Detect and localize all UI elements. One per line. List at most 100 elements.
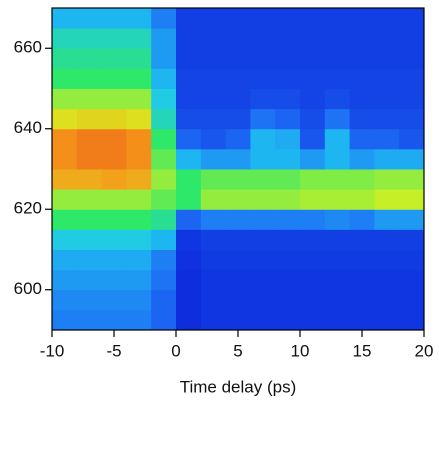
heatmap-cell	[101, 128, 127, 150]
heatmap-cell	[126, 8, 152, 29]
heatmap-cell	[250, 269, 276, 291]
heatmap-cell	[399, 189, 425, 210]
heatmap-cell	[126, 169, 152, 190]
heatmap-cell	[176, 309, 202, 331]
heatmap-cell	[349, 269, 375, 291]
heatmap-cell	[324, 249, 351, 271]
heatmap-cell	[176, 148, 202, 170]
heatmap-cell	[225, 229, 251, 250]
heatmap-cell	[250, 28, 276, 49]
heatmap-cell	[52, 68, 78, 89]
heatmap-cell	[101, 28, 127, 49]
heatmap-cell	[101, 108, 127, 130]
heatmap-cell	[200, 269, 227, 291]
heatmap-cell	[176, 289, 202, 311]
heatmap-cell	[101, 249, 127, 271]
heatmap-cell	[126, 289, 152, 311]
heatmap-cell	[151, 68, 177, 89]
heatmap-cell	[349, 229, 375, 250]
heatmap-cell	[374, 148, 400, 170]
heatmap-cell	[275, 229, 301, 250]
heatmap-cell	[374, 8, 400, 29]
heatmap-cell	[126, 108, 152, 130]
heatmap-cell	[76, 309, 103, 331]
heatmap-cell	[324, 28, 351, 49]
heatmap-cell	[324, 8, 351, 29]
heatmap-cell	[52, 249, 78, 271]
heatmap-cell	[126, 249, 152, 271]
heatmap-cell	[76, 88, 103, 110]
heatmap-cell	[101, 309, 127, 331]
heatmap-cell	[349, 28, 375, 49]
heatmap-cell	[225, 108, 251, 130]
heatmap-cell	[200, 48, 227, 69]
heatmap-cell	[324, 229, 351, 250]
heatmap-cell	[200, 128, 227, 150]
x-tick-label: 10	[291, 341, 310, 360]
heatmap-cell	[151, 48, 177, 69]
heatmap-cell	[76, 269, 103, 291]
heatmap-cell	[225, 189, 251, 210]
heatmap-cell	[151, 108, 177, 130]
heatmap-cell	[250, 309, 276, 331]
heatmap-cell	[349, 289, 375, 311]
heatmap-cell	[200, 169, 227, 190]
x-tick-label: 15	[353, 341, 372, 360]
heatmap-cell	[200, 88, 227, 110]
heatmap-cell	[126, 229, 152, 250]
heatmap-cell	[324, 189, 351, 210]
heatmap-cell	[275, 169, 301, 190]
heatmap-cell	[176, 169, 202, 190]
heatmap-cell	[374, 269, 400, 291]
heatmap-cell	[300, 68, 326, 89]
heatmap-cell	[225, 289, 251, 311]
heatmap-cell	[349, 88, 375, 110]
heatmap-cell	[399, 28, 425, 49]
heatmap-cell	[225, 148, 251, 170]
heatmap-cell	[76, 48, 103, 69]
heatmap-cell	[200, 309, 227, 331]
heatmap-cell	[275, 108, 301, 130]
heatmap-cell	[250, 189, 276, 210]
heatmap-cell	[275, 128, 301, 150]
heatmap-cell	[200, 249, 227, 271]
heatmap-cell	[399, 108, 425, 130]
heatmap-cell	[349, 209, 375, 230]
heatmap-cell	[200, 108, 227, 130]
heatmap-cell	[76, 169, 103, 190]
heatmap-cell	[126, 128, 152, 150]
heatmap-cell	[275, 48, 301, 69]
heatmap-cell	[52, 289, 78, 311]
x-tick-label: 5	[233, 341, 242, 360]
heatmap-cell	[76, 249, 103, 271]
heatmap-cell	[126, 48, 152, 69]
heatmap-cell	[52, 309, 78, 331]
heatmap-cell	[399, 289, 425, 311]
heatmap-cell	[399, 68, 425, 89]
heatmap-cell	[275, 209, 301, 230]
heatmap-cell	[250, 209, 276, 230]
heatmap-cell	[52, 108, 78, 130]
heatmap-cell	[399, 88, 425, 110]
heatmap-cell	[200, 28, 227, 49]
heatmap-cell	[399, 269, 425, 291]
heatmap-cell	[225, 88, 251, 110]
heatmap-cell	[225, 8, 251, 29]
heatmap-cell	[52, 189, 78, 210]
heatmap-cell	[324, 269, 351, 291]
heatmap-cell	[374, 28, 400, 49]
heatmap-cell	[101, 169, 127, 190]
heatmap-cell	[374, 249, 400, 271]
heatmap-cell	[76, 108, 103, 130]
heatmap-cell	[300, 249, 326, 271]
heatmap-cell	[275, 8, 301, 29]
heatmap-cell	[151, 189, 177, 210]
heatmap-cell	[176, 48, 202, 69]
y-tick-label: 600	[14, 279, 42, 298]
heatmap-cell	[250, 8, 276, 29]
heatmap-cell	[151, 128, 177, 150]
heatmap-cell	[349, 148, 375, 170]
heatmap-cell	[126, 309, 152, 331]
heatmap-cell	[101, 289, 127, 311]
x-tick-label: -5	[106, 341, 121, 360]
